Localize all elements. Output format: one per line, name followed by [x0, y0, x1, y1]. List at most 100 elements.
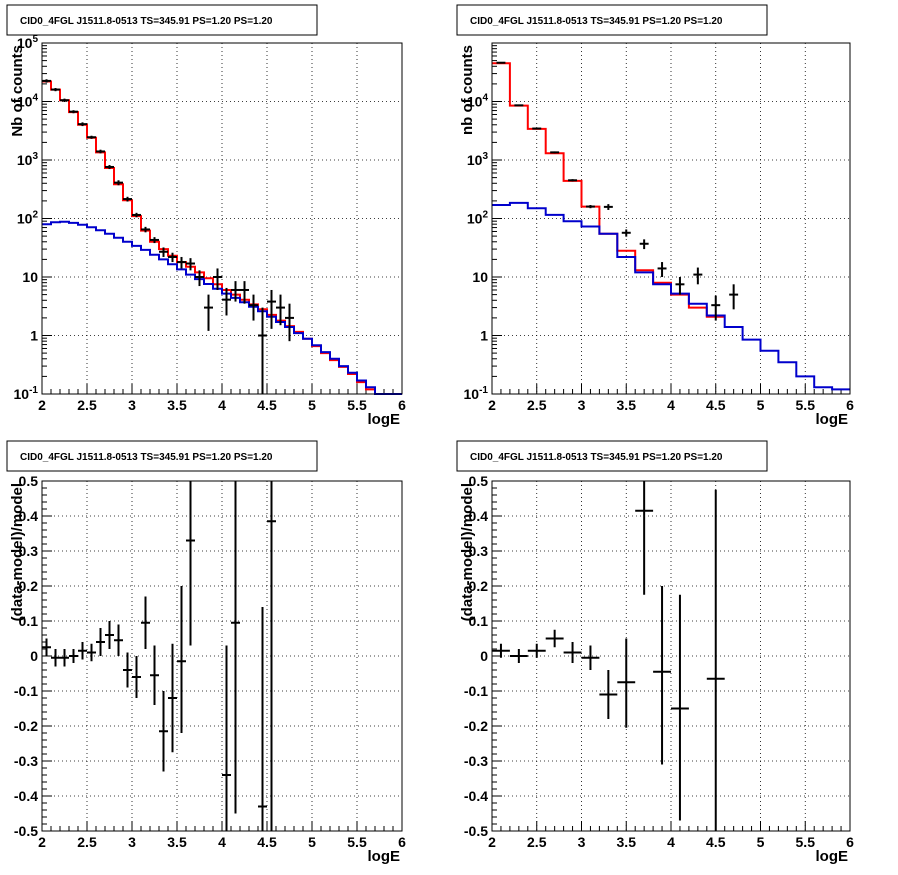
data-point	[96, 628, 105, 656]
x-tick-label: 3	[128, 397, 136, 413]
data-point	[285, 303, 294, 342]
x-tick-label: 3.5	[167, 397, 187, 413]
x-tick-label: 2	[38, 834, 46, 850]
grid	[492, 43, 850, 394]
data-point	[141, 226, 150, 233]
data-point	[42, 638, 51, 656]
x-tick-label: 6	[846, 397, 854, 413]
data-point	[114, 624, 123, 656]
data-point	[51, 649, 60, 667]
data-point	[545, 629, 564, 648]
data-point	[222, 287, 231, 316]
x-tick-label: 5	[308, 397, 316, 413]
x-tick-label: 5.5	[796, 397, 816, 413]
data-point	[177, 586, 186, 733]
x-tick-label: 2	[488, 397, 496, 413]
data-point	[51, 88, 60, 92]
y-tick-label: 1	[480, 328, 488, 344]
x-tick-label: 4	[218, 397, 226, 413]
data-point	[195, 270, 204, 287]
data-point	[581, 645, 600, 670]
data-point	[213, 268, 222, 290]
data-point	[532, 127, 542, 130]
chart-title: CID0_4FGL J1511.8-0513 TS=345.91 PS=1.20…	[20, 16, 273, 27]
data-point	[168, 643, 177, 753]
data-point	[69, 110, 78, 114]
data-point	[635, 481, 654, 595]
x-tick-label: 2.5	[77, 397, 97, 413]
x-tick-label: 3	[128, 834, 136, 850]
data-point	[60, 98, 69, 103]
x-tick-label: 4	[667, 834, 675, 850]
data-point	[42, 79, 51, 83]
data-point	[105, 621, 114, 649]
x-tick-label: 6	[398, 834, 406, 850]
y-tick-label: 0.3	[469, 543, 489, 559]
y-tick-label: 0.2	[19, 578, 39, 594]
y-tick-label: -0.1	[14, 683, 38, 699]
x-tick-label: 5	[757, 834, 765, 850]
plot-frame	[491, 480, 851, 832]
chart-title: CID0_4FGL J1511.8-0513 TS=345.91 PS=1.20…	[20, 452, 273, 463]
x-tick-label: 4.5	[257, 834, 277, 850]
y-axis-label: nb of counts	[459, 45, 476, 135]
data-point	[496, 61, 506, 64]
plot-frame	[41, 42, 403, 395]
data-point	[78, 642, 87, 660]
plot-frame	[41, 480, 403, 832]
x-tick-label: 2	[488, 834, 496, 850]
data-point	[653, 586, 671, 765]
data-point	[585, 205, 595, 209]
y-tick-label: -0.1	[464, 683, 488, 699]
x-tick-label: 4	[667, 397, 675, 413]
chart-title: CID0_4FGL J1511.8-0513 TS=345.91 PS=1.20…	[470, 16, 723, 27]
data-point	[617, 638, 636, 728]
data-point	[527, 643, 546, 658]
data-point	[276, 294, 285, 326]
data-point	[105, 165, 114, 170]
x-tick-label: 4.5	[706, 397, 726, 413]
data-point	[123, 652, 132, 688]
data-point	[711, 295, 721, 321]
data-point	[267, 481, 276, 831]
data-point	[87, 643, 96, 662]
y-tick-label: 10	[472, 269, 488, 285]
data-point	[657, 262, 667, 277]
data-point	[599, 670, 618, 719]
data-point	[150, 237, 159, 244]
x-axis-label: logE	[368, 848, 401, 865]
y-tick-label: 0.4	[19, 508, 39, 524]
y-tick-label: -0.5	[464, 823, 488, 839]
data-point	[168, 252, 177, 263]
data-point	[186, 481, 195, 646]
x-tick-label: 4	[218, 834, 226, 850]
data-point	[514, 104, 524, 107]
x-tick-label: 3.5	[617, 397, 637, 413]
data-point	[550, 151, 560, 154]
y-axis-label: (data-model)/model	[9, 483, 26, 621]
x-tick-label: 3	[578, 397, 586, 413]
data-point	[231, 481, 240, 814]
x-tick-label: 5	[757, 397, 765, 413]
y-tick-label: 1	[30, 328, 38, 344]
y-tick-label: 0	[480, 648, 488, 664]
data-point	[87, 135, 96, 139]
chart-panel-2: CID0_4FGL J1511.8-0513 TS=345.91 PS=1.20…	[456, 4, 854, 428]
data-point	[204, 294, 213, 331]
data-point	[132, 656, 141, 698]
y-tick-label: 10	[22, 269, 38, 285]
data-point	[671, 594, 689, 821]
y-tick-label: 105	[17, 34, 39, 51]
plot-frame	[491, 42, 851, 395]
y-tick-label: 0.1	[19, 613, 39, 629]
y-tick-label: 0.5	[469, 473, 489, 489]
y-axis-label: Nb of counts	[9, 45, 26, 137]
x-tick-label: 2.5	[77, 834, 97, 850]
data-point	[621, 229, 631, 237]
y-tick-label: 0.1	[469, 613, 489, 629]
y-tick-label: 0.4	[469, 508, 489, 524]
y-tick-label: 0.2	[469, 578, 489, 594]
y-tick-label: 102	[467, 210, 489, 227]
grid	[492, 481, 850, 831]
